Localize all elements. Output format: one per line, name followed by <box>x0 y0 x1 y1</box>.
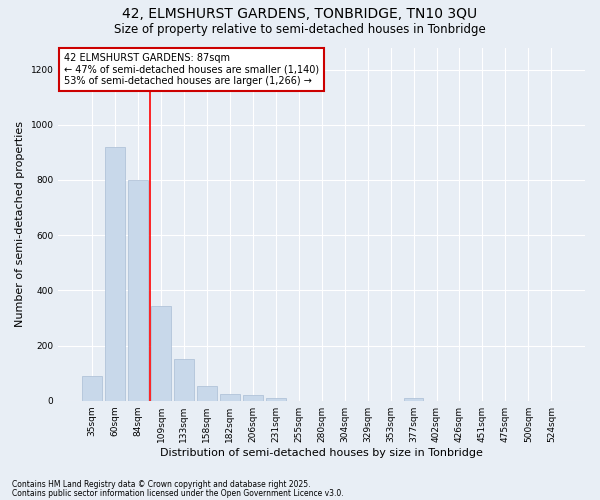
Text: 42 ELMSHURST GARDENS: 87sqm
← 47% of semi-detached houses are smaller (1,140)
53: 42 ELMSHURST GARDENS: 87sqm ← 47% of sem… <box>64 53 319 86</box>
Bar <box>174 360 194 401</box>
Text: Size of property relative to semi-detached houses in Tonbridge: Size of property relative to semi-detach… <box>114 22 486 36</box>
Text: Contains HM Land Registry data © Crown copyright and database right 2025.: Contains HM Land Registry data © Crown c… <box>12 480 311 489</box>
Bar <box>128 180 148 400</box>
Bar <box>404 398 424 400</box>
Bar <box>197 386 217 400</box>
Bar <box>243 394 263 400</box>
Y-axis label: Number of semi-detached properties: Number of semi-detached properties <box>15 121 25 327</box>
Bar <box>266 398 286 400</box>
Text: Contains public sector information licensed under the Open Government Licence v3: Contains public sector information licen… <box>12 488 344 498</box>
Bar <box>82 376 102 400</box>
Bar <box>220 394 239 400</box>
Text: 42, ELMSHURST GARDENS, TONBRIDGE, TN10 3QU: 42, ELMSHURST GARDENS, TONBRIDGE, TN10 3… <box>122 8 478 22</box>
Bar <box>151 306 171 400</box>
Bar <box>106 147 125 401</box>
X-axis label: Distribution of semi-detached houses by size in Tonbridge: Distribution of semi-detached houses by … <box>160 448 483 458</box>
